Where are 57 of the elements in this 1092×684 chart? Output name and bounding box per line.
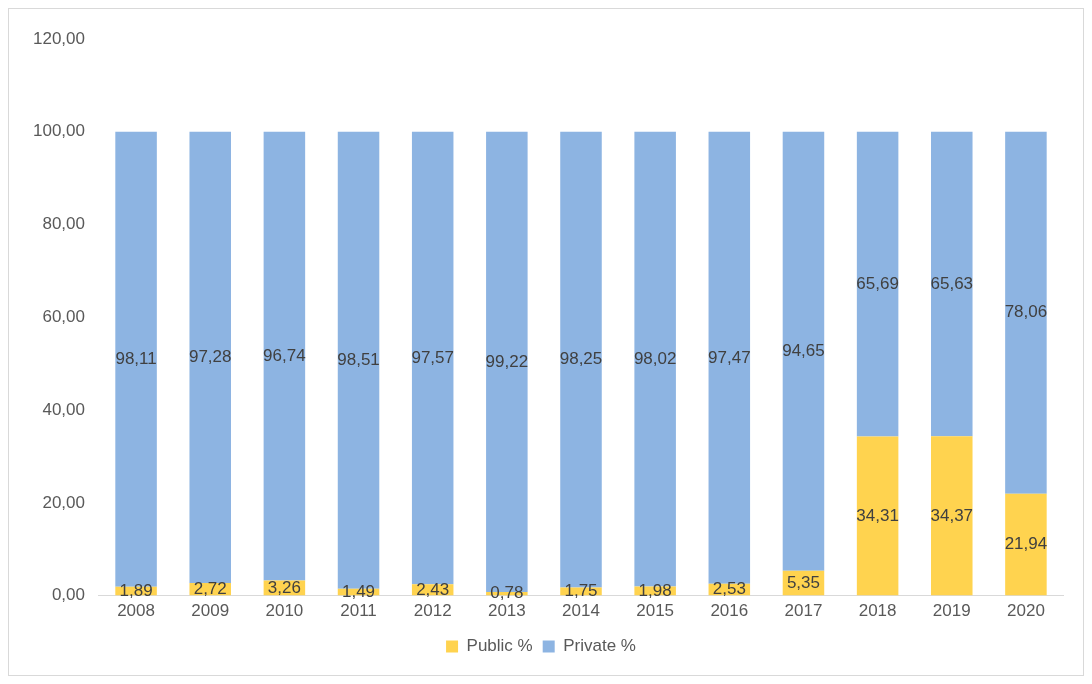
data-label: 65,69 <box>856 273 899 293</box>
data-label: 34,31 <box>856 505 899 525</box>
x-tick-label: 2015 <box>636 601 675 621</box>
bar <box>856 436 899 596</box>
data-label: 94,65 <box>782 340 825 360</box>
data-label: 78,06 <box>1004 302 1048 322</box>
bar <box>263 131 306 581</box>
x-tick-label: 2011 <box>340 601 377 621</box>
data-label: 0,78 <box>490 583 524 603</box>
x-tick-label: 2012 <box>413 601 452 621</box>
data-label: 98,51 <box>337 349 380 369</box>
data-label: 98,02 <box>633 348 677 368</box>
x-tick-label: 2019 <box>932 601 971 621</box>
y-tick-label: 0,00 <box>51 585 85 605</box>
x-tick-label: 2008 <box>117 601 155 621</box>
data-label: 97,47 <box>708 347 751 367</box>
x-tick-label: 2013 <box>487 601 526 621</box>
data-label: 99,22 <box>485 351 529 371</box>
bar <box>931 131 973 437</box>
data-label: 1,98 <box>638 580 672 600</box>
bar <box>189 131 231 583</box>
data-label: 1,89 <box>119 580 153 600</box>
y-tick-label: 60,00 <box>42 306 85 326</box>
data-label: 5,35 <box>786 572 821 592</box>
y-tick-label: 80,00 <box>42 214 85 234</box>
bar <box>782 131 825 571</box>
data-label: 97,57 <box>411 347 454 367</box>
y-tick-label: 120,00 <box>33 28 85 48</box>
bar <box>708 131 751 584</box>
data-label: 2,53 <box>712 579 746 599</box>
data-label: 21,94 <box>1004 534 1048 554</box>
bar <box>411 131 454 585</box>
legend-label: Private % <box>563 636 636 656</box>
y-tick-label: 100,00 <box>33 121 85 141</box>
data-label: 98,11 <box>115 348 157 368</box>
data-label: 2,43 <box>416 579 450 599</box>
x-tick-label: 2010 <box>265 601 304 621</box>
x-tick-label: 2017 <box>784 601 823 621</box>
data-label: 2,72 <box>193 578 227 598</box>
data-label: 3,26 <box>267 577 301 597</box>
legend-label: Public % <box>466 636 533 656</box>
y-tick-label: 40,00 <box>42 399 85 419</box>
data-label: 98,25 <box>559 349 603 369</box>
data-label: 97,28 <box>188 347 232 367</box>
x-tick-label: 2018 <box>858 601 897 621</box>
bar <box>931 436 973 596</box>
x-tick-label: 2009 <box>191 601 230 621</box>
bar <box>856 131 899 437</box>
x-tick-label: 2020 <box>1007 601 1045 621</box>
data-label: 65,63 <box>930 273 974 293</box>
x-tick-label: 2016 <box>710 601 749 621</box>
data-label: 34,37 <box>930 505 974 525</box>
bar <box>1005 493 1047 596</box>
data-label: 1,75 <box>564 581 598 601</box>
y-tick-label: 20,00 <box>42 492 85 512</box>
x-tick-label: 2014 <box>562 601 600 621</box>
bar <box>1005 131 1047 494</box>
